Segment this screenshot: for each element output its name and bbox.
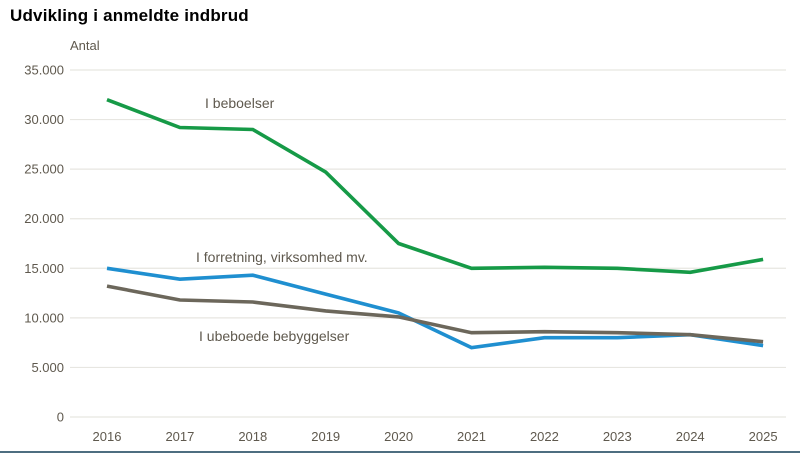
y-tick-label: 15.000: [24, 261, 64, 276]
y-axis-unit-label: Antal: [70, 38, 100, 53]
x-tick-label: 2018: [238, 429, 267, 444]
chart-title: Udvikling i anmeldte indbrud: [10, 6, 249, 25]
y-tick-label: 35.000: [24, 63, 64, 78]
series-line-forretning: [106, 266, 764, 350]
series-line-ubeboede: [106, 284, 764, 344]
y-tick-label: 20.000: [24, 211, 64, 226]
x-tick-label: 2019: [311, 429, 340, 444]
x-tick-label: 2023: [603, 429, 632, 444]
x-tick-label: 2025: [749, 429, 778, 444]
x-tick-label: 2022: [530, 429, 559, 444]
series-line-beboelser: [106, 98, 764, 275]
x-tick-label: 2024: [676, 429, 705, 444]
y-tick-label: 5.000: [31, 360, 64, 375]
x-tick-label: 2020: [384, 429, 413, 444]
y-tick-label: 30.000: [24, 112, 64, 127]
series-label: I beboelser: [205, 95, 275, 111]
series-label: I ubeboede bebyggelser: [199, 328, 350, 344]
y-tick-label: 25.000: [24, 162, 64, 177]
y-tick-label: 10.000: [24, 310, 64, 325]
y-tick-label: 0: [57, 410, 64, 425]
x-tick-label: 2016: [93, 429, 122, 444]
bottom-rule: [0, 451, 800, 453]
x-tick-label: 2021: [457, 429, 486, 444]
x-tick-label: 2017: [165, 429, 194, 444]
series-label: I forretning, virksomhed mv.: [196, 249, 368, 265]
